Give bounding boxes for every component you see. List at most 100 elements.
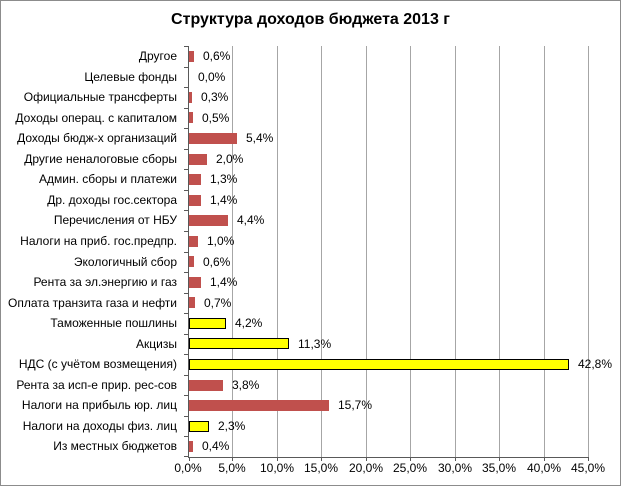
gridline bbox=[544, 46, 545, 457]
gridline bbox=[588, 46, 589, 457]
x-axis-tick-label: 10,0% bbox=[259, 461, 295, 475]
category-label: Официальные трансферты bbox=[23, 90, 177, 104]
category-axis-tick bbox=[184, 334, 188, 335]
x-axis-tick bbox=[455, 457, 456, 461]
category-axis-tick bbox=[184, 169, 188, 170]
category-axis-tick bbox=[184, 436, 188, 437]
category-label: Целевые фонды bbox=[84, 70, 177, 84]
x-axis-tick bbox=[277, 457, 278, 461]
category-axis-tick bbox=[184, 67, 188, 68]
x-axis-tick-label: 30,0% bbox=[437, 461, 473, 475]
category-axis-tick bbox=[184, 272, 188, 273]
x-axis-tick-label: 15,0% bbox=[303, 461, 339, 475]
x-axis-tick bbox=[499, 457, 500, 461]
bar-red bbox=[189, 174, 201, 185]
category-label: Перечисления от НБУ bbox=[53, 213, 177, 227]
x-axis-tick-label: 5,0% bbox=[218, 461, 246, 475]
bar-red bbox=[189, 112, 193, 123]
bar-yellow bbox=[189, 338, 289, 349]
category-label: Налоги на доходы физ. лиц bbox=[22, 419, 177, 433]
x-axis-tick bbox=[232, 457, 233, 461]
bar-red bbox=[189, 195, 201, 206]
x-axis-tick-label: 0,0% bbox=[174, 461, 202, 475]
bar-red bbox=[189, 441, 193, 452]
data-label: 1,4% bbox=[210, 275, 238, 289]
category-label: Доходы операц. с капиталом bbox=[15, 111, 177, 125]
value-axis-labels: 0,0% 5,0% 10,0% 15,0% 20,0% 25,0% 30,0% 35,0% 40… bbox=[174, 461, 608, 477]
data-label: 15,7% bbox=[338, 398, 373, 412]
data-label: 1,0% bbox=[207, 234, 235, 248]
category-axis-tick bbox=[184, 128, 188, 129]
bar-red bbox=[189, 92, 192, 103]
gridline bbox=[232, 46, 233, 457]
data-label: 5,4% bbox=[246, 131, 274, 145]
chart-title: Структура доходов бюджета 2013 г bbox=[171, 11, 450, 28]
bar-red bbox=[189, 277, 201, 288]
data-label: 1,3% bbox=[210, 172, 238, 186]
x-axis-tick-label: 40,0% bbox=[526, 461, 562, 475]
x-axis-tick bbox=[189, 457, 190, 461]
bar-red bbox=[189, 236, 198, 247]
x-axis-tick bbox=[321, 457, 322, 461]
category-axis-tick bbox=[184, 231, 188, 232]
bar-red bbox=[189, 215, 228, 226]
gridline bbox=[455, 46, 456, 457]
data-label: 2,3% bbox=[218, 419, 246, 433]
gridline bbox=[410, 46, 411, 457]
x-axis-tick-label: 45,0% bbox=[570, 461, 606, 475]
category-axis-tick bbox=[184, 354, 188, 355]
data-label: 0,3% bbox=[201, 90, 229, 104]
category-axis-tick bbox=[184, 293, 188, 294]
category-axis-tick bbox=[184, 252, 188, 253]
gridline bbox=[321, 46, 322, 457]
data-label: 0,5% bbox=[202, 111, 230, 125]
data-label: 42,8% bbox=[578, 357, 613, 371]
category-label: Экологичный сбор bbox=[73, 255, 177, 269]
category-label: Налоги на прибыль юр. лиц bbox=[21, 398, 177, 412]
x-axis-tick bbox=[544, 457, 545, 461]
category-label: Другие неналоговые сборы bbox=[24, 152, 177, 166]
category-label: Доходы бюдж-х организаций bbox=[17, 131, 177, 145]
bar-red bbox=[189, 256, 194, 267]
category-label: Налоги на приб. гос.предпр. bbox=[20, 234, 177, 248]
category-axis-tick bbox=[184, 190, 188, 191]
data-label: 0,4% bbox=[202, 439, 230, 453]
x-axis-tick bbox=[588, 457, 589, 461]
category-label: Др. доходы гос.сектора bbox=[47, 193, 177, 207]
category-label: Акцизы bbox=[136, 337, 177, 351]
plot-area: 0,6% 0,0% 0,3% 0,5% 5,4% 2,0% 1,3% 1,4% 4,4% 1,0%… bbox=[184, 46, 612, 461]
bar-yellow bbox=[189, 359, 569, 370]
gridline bbox=[277, 46, 278, 457]
x-axis-tick-label: 35,0% bbox=[481, 461, 517, 475]
data-label: 0,7% bbox=[204, 296, 232, 310]
category-label: Другое bbox=[138, 49, 177, 63]
category-label: Рента за исп-е прир. рес-сов bbox=[16, 378, 177, 392]
data-label: 2,0% bbox=[216, 152, 244, 166]
bar-red bbox=[189, 154, 207, 165]
gridline bbox=[499, 46, 500, 457]
category-axis-tick bbox=[184, 313, 188, 314]
category-axis-tick bbox=[184, 395, 188, 396]
category-label: НДС (с учётом возмещения) bbox=[18, 357, 177, 371]
x-axis-tick bbox=[366, 457, 367, 461]
category-axis-tick bbox=[184, 456, 188, 457]
category-label: Админ. сборы и платежи bbox=[38, 172, 177, 186]
category-axis-tick bbox=[184, 149, 188, 150]
category-axis-tick bbox=[184, 108, 188, 109]
data-label: 0,6% bbox=[203, 255, 231, 269]
x-axis-tick-label: 20,0% bbox=[348, 461, 384, 475]
x-axis-tick-label: 25,0% bbox=[392, 461, 428, 475]
category-label: Оплата транзита газа и нефти bbox=[8, 296, 177, 310]
data-label: 4,2% bbox=[235, 316, 263, 330]
category-axis-tick bbox=[184, 416, 188, 417]
x-axis-tick bbox=[410, 457, 411, 461]
category-axis-tick bbox=[184, 210, 188, 211]
bar-red bbox=[189, 400, 329, 411]
category-label: Таможенные пошлины bbox=[50, 316, 177, 330]
bar-yellow bbox=[189, 421, 209, 432]
bar-red bbox=[189, 51, 194, 62]
bar-red bbox=[189, 380, 223, 391]
bar-red bbox=[189, 297, 195, 308]
data-label: 1,4% bbox=[210, 193, 238, 207]
